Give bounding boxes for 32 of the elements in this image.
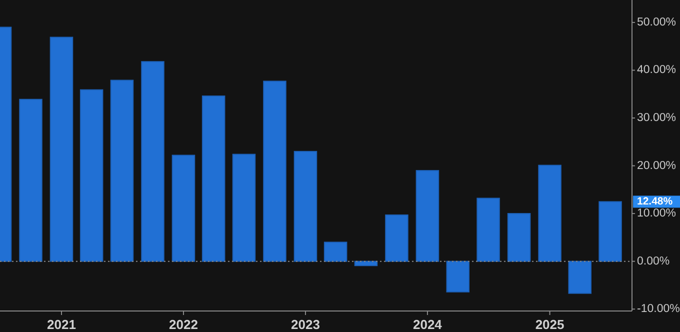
bar — [416, 170, 440, 262]
y-tick-label: 50.00% — [637, 16, 676, 28]
bar — [172, 154, 196, 262]
y-tick-label: 10.00% — [637, 208, 676, 220]
bar — [202, 96, 226, 262]
x-tick-label: 2022 — [169, 317, 198, 332]
bar — [538, 164, 562, 262]
text: 12.48% — [637, 196, 674, 208]
y-tick-label: 40.00% — [637, 64, 676, 76]
bar — [385, 214, 408, 262]
bar — [598, 201, 622, 262]
x-tick-label: 2023 — [291, 317, 320, 332]
y-tick-label: 0.00% — [637, 255, 670, 268]
bar — [507, 213, 531, 262]
x-tick-label: 2024 — [413, 317, 443, 332]
bar — [324, 242, 348, 262]
bar — [446, 260, 470, 292]
bar — [232, 154, 256, 262]
bar — [263, 80, 286, 262]
bar — [80, 89, 104, 262]
bar — [476, 198, 500, 262]
bar — [19, 98, 42, 262]
x-tick-label: 2025 — [535, 317, 564, 332]
bar — [110, 80, 134, 262]
bar — [568, 260, 592, 294]
y-tick-label: -10.00% — [637, 303, 680, 316]
y-tick-label: 20.00% — [637, 160, 676, 172]
bar — [141, 61, 164, 262]
bar — [50, 36, 74, 262]
y-tick-label: 30.00% — [637, 112, 676, 124]
x-tick-label: 2021 — [47, 317, 76, 332]
bar — [294, 150, 318, 262]
